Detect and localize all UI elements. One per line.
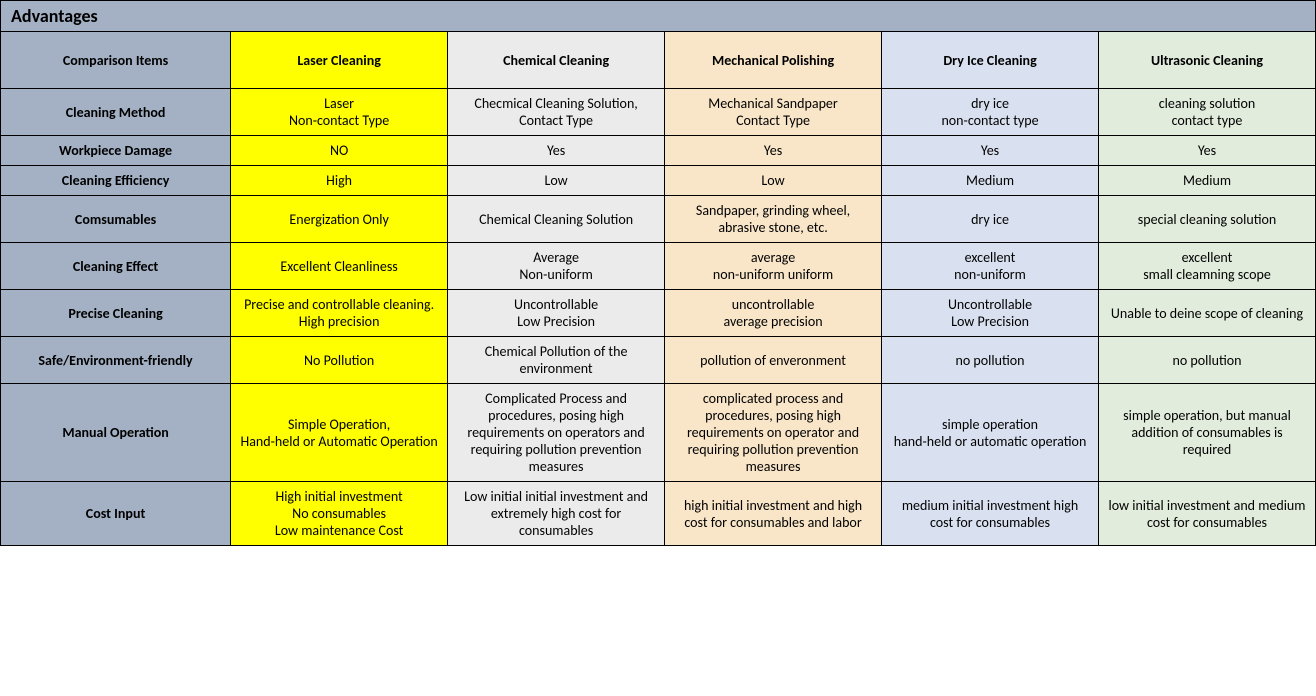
cell-value: Excellent Cleanliness <box>231 243 448 290</box>
table-row: Cleaning MethodLaserNon-contact TypeChec… <box>1 89 1316 136</box>
cell-value: averagenon-uniform uniform <box>665 243 882 290</box>
cell-value: excellentsmall cleamning scope <box>1099 243 1316 290</box>
row-label: Comsumables <box>1 196 231 243</box>
header-row: Comparison ItemsLaser CleaningChemical C… <box>1 32 1316 89</box>
cell-value: Low <box>665 166 882 196</box>
cell-value: complicated process and procedures, posi… <box>665 384 882 482</box>
cell-value: High <box>231 166 448 196</box>
table-row: Precise CleaningPrecise and controllable… <box>1 290 1316 337</box>
cell-value: Medium <box>882 166 1099 196</box>
row-label: Cleaning Method <box>1 89 231 136</box>
row-label: Cleaning Efficiency <box>1 166 231 196</box>
col-header-items: Comparison Items <box>1 32 231 89</box>
cell-value: excellentnon-uniform <box>882 243 1099 290</box>
cell-value: High initial investmentNo consumablesLow… <box>231 482 448 546</box>
cell-value: cleaning solutioncontact type <box>1099 89 1316 136</box>
cell-value: Low <box>448 166 665 196</box>
col-header-method: Dry Ice Cleaning <box>882 32 1099 89</box>
table-row: ComsumablesEnergization OnlyChemical Cle… <box>1 196 1316 243</box>
cell-value: simple operation, but manual addition of… <box>1099 384 1316 482</box>
row-label: Cleaning Effect <box>1 243 231 290</box>
cell-value: No Pollution <box>231 337 448 384</box>
table-row: Manual OperationSimple Operation,Hand-he… <box>1 384 1316 482</box>
cell-value: pollution of enveronment <box>665 337 882 384</box>
cell-value: low initial investment and medium cost f… <box>1099 482 1316 546</box>
table-row: Workpiece DamageNOYesYesYesYes <box>1 136 1316 166</box>
table-title: Advantages <box>0 0 1316 31</box>
cell-value: special cleaning solution <box>1099 196 1316 243</box>
cell-value: NO <box>231 136 448 166</box>
cell-value: Energization Only <box>231 196 448 243</box>
cell-value: high initial investment and high cost fo… <box>665 482 882 546</box>
cell-value: Low initial initial investment and extre… <box>448 482 665 546</box>
cell-value: medium initial investment high cost for … <box>882 482 1099 546</box>
table-body: Cleaning MethodLaserNon-contact TypeChec… <box>1 89 1316 546</box>
table-row: Safe/Environment-friendlyNo PollutionChe… <box>1 337 1316 384</box>
cell-value: Complicated Process and procedures, posi… <box>448 384 665 482</box>
cell-value: Yes <box>1099 136 1316 166</box>
table-row: Cleaning EffectExcellent CleanlinessAver… <box>1 243 1316 290</box>
cell-value: dry icenon-contact type <box>882 89 1099 136</box>
cell-value: Mechanical SandpaperContact Type <box>665 89 882 136</box>
cell-value: Yes <box>448 136 665 166</box>
cell-value: Precise and controllable cleaning. High … <box>231 290 448 337</box>
table-row: Cleaning EfficiencyHighLowLowMediumMediu… <box>1 166 1316 196</box>
comparison-table: Comparison ItemsLaser CleaningChemical C… <box>0 31 1316 546</box>
col-header-method: Laser Cleaning <box>231 32 448 89</box>
row-label: Cost Input <box>1 482 231 546</box>
col-header-method: Chemical Cleaning <box>448 32 665 89</box>
cell-value: no pollution <box>882 337 1099 384</box>
row-label: Manual Operation <box>1 384 231 482</box>
cell-value: UncontrollableLow Precision <box>882 290 1099 337</box>
cell-value: Unable to deine scope of cleaning <box>1099 290 1316 337</box>
cell-value: Yes <box>665 136 882 166</box>
cell-value: LaserNon-contact Type <box>231 89 448 136</box>
table-row: Cost InputHigh initial investmentNo cons… <box>1 482 1316 546</box>
cell-value: Sandpaper, grinding wheel, abrasive ston… <box>665 196 882 243</box>
cell-value: no pollution <box>1099 337 1316 384</box>
col-header-method: Mechanical Polishing <box>665 32 882 89</box>
cell-value: Chemical Cleaning Solution <box>448 196 665 243</box>
table-head: Comparison ItemsLaser CleaningChemical C… <box>1 32 1316 89</box>
row-label: Workpiece Damage <box>1 136 231 166</box>
comparison-table-container: Advantages Comparison ItemsLaser Cleanin… <box>0 0 1316 546</box>
cell-value: UncontrollableLow Precision <box>448 290 665 337</box>
cell-value: Yes <box>882 136 1099 166</box>
cell-value: Checmical Cleaning Solution,Contact Type <box>448 89 665 136</box>
cell-value: dry ice <box>882 196 1099 243</box>
cell-value: Simple Operation,Hand-held or Automatic … <box>231 384 448 482</box>
col-header-method: Ultrasonic Cleaning <box>1099 32 1316 89</box>
cell-value: simple operationhand-held or automatic o… <box>882 384 1099 482</box>
row-label: Precise Cleaning <box>1 290 231 337</box>
cell-value: Medium <box>1099 166 1316 196</box>
cell-value: Chemical Pollution of the environment <box>448 337 665 384</box>
row-label: Safe/Environment-friendly <box>1 337 231 384</box>
cell-value: AverageNon-uniform <box>448 243 665 290</box>
cell-value: uncontrollableaverage precision <box>665 290 882 337</box>
